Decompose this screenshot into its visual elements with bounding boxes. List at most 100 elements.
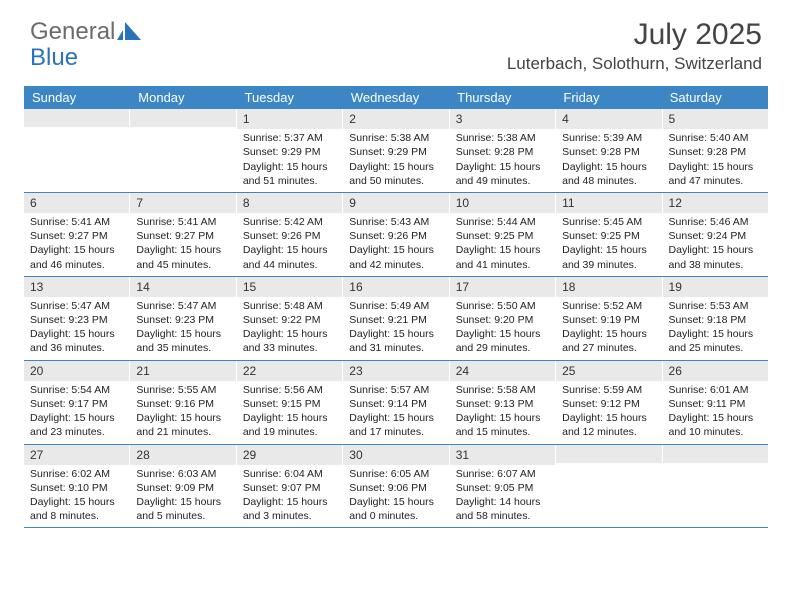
daylight-text: Daylight: 15 hours and 35 minutes. <box>136 327 229 355</box>
day-detail: Sunrise: 5:38 AMSunset: 9:29 PMDaylight:… <box>343 129 448 192</box>
day-detail: Sunrise: 5:39 AMSunset: 9:28 PMDaylight:… <box>556 129 661 192</box>
day-detail: Sunrise: 5:40 AMSunset: 9:28 PMDaylight:… <box>663 129 768 192</box>
day-detail: Sunrise: 5:46 AMSunset: 9:24 PMDaylight:… <box>663 213 768 276</box>
day-detail: Sunrise: 5:53 AMSunset: 9:18 PMDaylight:… <box>663 297 768 360</box>
sunset-text: Sunset: 9:19 PM <box>562 313 655 327</box>
calendar-cell: 12Sunrise: 5:46 AMSunset: 9:24 PMDayligh… <box>663 193 768 276</box>
day-number: 9 <box>343 193 448 213</box>
calendar-cell: 31Sunrise: 6:07 AMSunset: 9:05 PMDayligh… <box>450 445 556 528</box>
daylight-text: Daylight: 15 hours and 39 minutes. <box>562 243 655 271</box>
sunset-text: Sunset: 9:09 PM <box>136 481 229 495</box>
location-text: Luterbach, Solothurn, Switzerland <box>507 54 762 74</box>
day-number: 29 <box>237 445 342 465</box>
sunset-text: Sunset: 9:07 PM <box>243 481 336 495</box>
day-number: 10 <box>450 193 555 213</box>
sunset-text: Sunset: 9:11 PM <box>669 397 762 411</box>
day-number: 24 <box>450 361 555 381</box>
day-number: 25 <box>556 361 661 381</box>
day-header-thu: Thursday <box>449 86 555 109</box>
day-number <box>663 445 768 463</box>
calendar-cell: 24Sunrise: 5:58 AMSunset: 9:13 PMDayligh… <box>450 361 556 444</box>
sunrise-text: Sunrise: 5:44 AM <box>456 215 549 229</box>
day-detail: Sunrise: 5:38 AMSunset: 9:28 PMDaylight:… <box>450 129 555 192</box>
calendar-cell <box>663 445 768 528</box>
calendar: Sunday Monday Tuesday Wednesday Thursday… <box>0 78 792 528</box>
daylight-text: Daylight: 15 hours and 45 minutes. <box>136 243 229 271</box>
daylight-text: Daylight: 15 hours and 47 minutes. <box>669 160 762 188</box>
day-number: 28 <box>130 445 235 465</box>
day-number: 15 <box>237 277 342 297</box>
calendar-cell: 20Sunrise: 5:54 AMSunset: 9:17 PMDayligh… <box>24 361 130 444</box>
daylight-text: Daylight: 15 hours and 8 minutes. <box>30 495 123 523</box>
daylight-text: Daylight: 15 hours and 27 minutes. <box>562 327 655 355</box>
sunrise-text: Sunrise: 6:07 AM <box>456 467 549 481</box>
sunset-text: Sunset: 9:23 PM <box>136 313 229 327</box>
daylight-text: Daylight: 15 hours and 29 minutes. <box>456 327 549 355</box>
sunrise-text: Sunrise: 5:52 AM <box>562 299 655 313</box>
day-detail: Sunrise: 5:52 AMSunset: 9:19 PMDaylight:… <box>556 297 661 360</box>
calendar-cell <box>130 109 236 192</box>
calendar-cell: 2Sunrise: 5:38 AMSunset: 9:29 PMDaylight… <box>343 109 449 192</box>
daylight-text: Daylight: 15 hours and 12 minutes. <box>562 411 655 439</box>
daylight-text: Daylight: 15 hours and 19 minutes. <box>243 411 336 439</box>
calendar-cell: 29Sunrise: 6:04 AMSunset: 9:07 PMDayligh… <box>237 445 343 528</box>
calendar-cell: 4Sunrise: 5:39 AMSunset: 9:28 PMDaylight… <box>556 109 662 192</box>
sunset-text: Sunset: 9:27 PM <box>136 229 229 243</box>
day-number: 3 <box>450 109 555 129</box>
sunset-text: Sunset: 9:14 PM <box>349 397 442 411</box>
daylight-text: Daylight: 15 hours and 10 minutes. <box>669 411 762 439</box>
calendar-cell: 8Sunrise: 5:42 AMSunset: 9:26 PMDaylight… <box>237 193 343 276</box>
day-detail: Sunrise: 5:59 AMSunset: 9:12 PMDaylight:… <box>556 381 661 444</box>
daylight-text: Daylight: 15 hours and 49 minutes. <box>456 160 549 188</box>
calendar-cell: 1Sunrise: 5:37 AMSunset: 9:29 PMDaylight… <box>237 109 343 192</box>
sunrise-text: Sunrise: 5:40 AM <box>669 131 762 145</box>
calendar-cell: 27Sunrise: 6:02 AMSunset: 9:10 PMDayligh… <box>24 445 130 528</box>
sunrise-text: Sunrise: 6:05 AM <box>349 467 442 481</box>
sunrise-text: Sunrise: 5:38 AM <box>349 131 442 145</box>
day-header-mon: Monday <box>130 86 236 109</box>
daylight-text: Daylight: 15 hours and 31 minutes. <box>349 327 442 355</box>
calendar-cell: 18Sunrise: 5:52 AMSunset: 9:19 PMDayligh… <box>556 277 662 360</box>
calendar-cell: 26Sunrise: 6:01 AMSunset: 9:11 PMDayligh… <box>663 361 768 444</box>
calendar-cell: 11Sunrise: 5:45 AMSunset: 9:25 PMDayligh… <box>556 193 662 276</box>
sunrise-text: Sunrise: 5:59 AM <box>562 383 655 397</box>
day-number: 20 <box>24 361 129 381</box>
day-detail: Sunrise: 6:02 AMSunset: 9:10 PMDaylight:… <box>24 465 129 528</box>
day-number: 12 <box>663 193 768 213</box>
day-header-wed: Wednesday <box>343 86 449 109</box>
day-number: 6 <box>24 193 129 213</box>
sunrise-text: Sunrise: 5:37 AM <box>243 131 336 145</box>
sunset-text: Sunset: 9:29 PM <box>349 145 442 159</box>
day-detail: Sunrise: 5:44 AMSunset: 9:25 PMDaylight:… <box>450 213 555 276</box>
sunset-text: Sunset: 9:28 PM <box>669 145 762 159</box>
daylight-text: Daylight: 15 hours and 38 minutes. <box>669 243 762 271</box>
brand-logo: General <box>30 18 143 46</box>
day-detail: Sunrise: 5:54 AMSunset: 9:17 PMDaylight:… <box>24 381 129 444</box>
sunset-text: Sunset: 9:28 PM <box>562 145 655 159</box>
calendar-cell: 23Sunrise: 5:57 AMSunset: 9:14 PMDayligh… <box>343 361 449 444</box>
sunset-text: Sunset: 9:22 PM <box>243 313 336 327</box>
sunset-text: Sunset: 9:10 PM <box>30 481 123 495</box>
sunrise-text: Sunrise: 5:42 AM <box>243 215 336 229</box>
sunset-text: Sunset: 9:25 PM <box>562 229 655 243</box>
sunrise-text: Sunrise: 5:48 AM <box>243 299 336 313</box>
sunset-text: Sunset: 9:17 PM <box>30 397 123 411</box>
daylight-text: Daylight: 15 hours and 23 minutes. <box>30 411 123 439</box>
header: General July 2025 Luterbach, Solothurn, … <box>0 0 792 78</box>
day-number: 22 <box>237 361 342 381</box>
week-row: 13Sunrise: 5:47 AMSunset: 9:23 PMDayligh… <box>24 277 768 361</box>
day-detail: Sunrise: 5:43 AMSunset: 9:26 PMDaylight:… <box>343 213 448 276</box>
sunrise-text: Sunrise: 5:43 AM <box>349 215 442 229</box>
weeks-container: 1Sunrise: 5:37 AMSunset: 9:29 PMDaylight… <box>24 109 768 528</box>
daylight-text: Daylight: 15 hours and 41 minutes. <box>456 243 549 271</box>
sunrise-text: Sunrise: 5:47 AM <box>136 299 229 313</box>
sunrise-text: Sunrise: 6:03 AM <box>136 467 229 481</box>
week-row: 27Sunrise: 6:02 AMSunset: 9:10 PMDayligh… <box>24 445 768 529</box>
sunrise-text: Sunrise: 5:39 AM <box>562 131 655 145</box>
sunrise-text: Sunrise: 5:49 AM <box>349 299 442 313</box>
daylight-text: Daylight: 15 hours and 17 minutes. <box>349 411 442 439</box>
calendar-cell: 16Sunrise: 5:49 AMSunset: 9:21 PMDayligh… <box>343 277 449 360</box>
calendar-cell: 13Sunrise: 5:47 AMSunset: 9:23 PMDayligh… <box>24 277 130 360</box>
day-detail: Sunrise: 5:42 AMSunset: 9:26 PMDaylight:… <box>237 213 342 276</box>
sail-icon <box>117 22 143 42</box>
